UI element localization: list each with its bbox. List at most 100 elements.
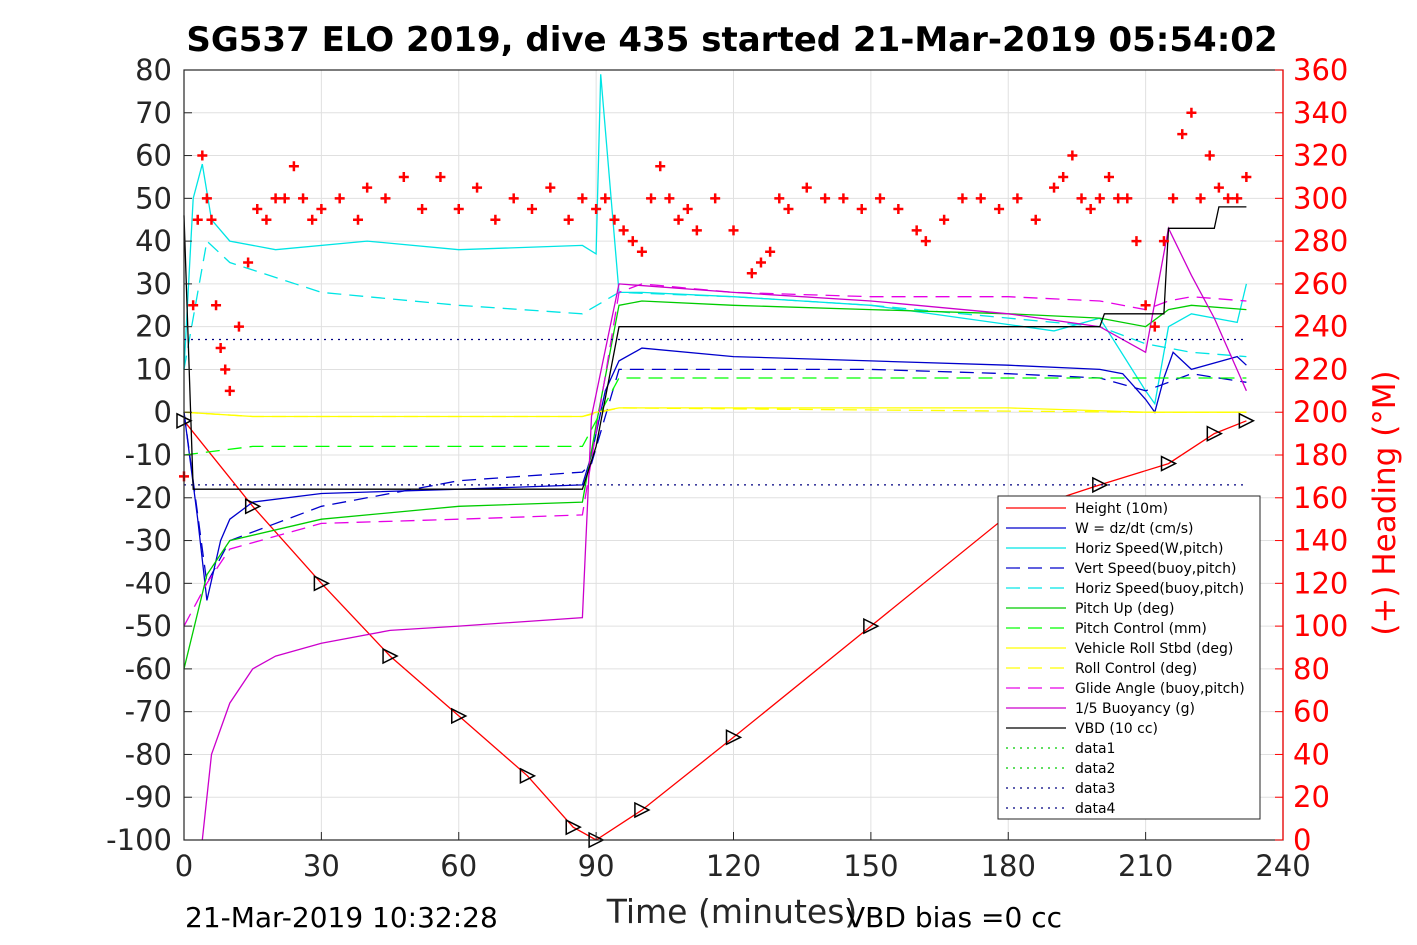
heading-point (1213, 182, 1224, 193)
heading-point (957, 193, 968, 204)
series-vert-speed-buoy-pitch (183, 368, 1247, 586)
heading-point (353, 214, 364, 225)
legend-label: W = dz/dt (cm/s) (1075, 521, 1194, 537)
series-horiz-speed-w-pitch (183, 74, 1248, 406)
heading-point (627, 236, 638, 247)
right-tick-label: 120 (1293, 566, 1348, 600)
heading-point (1241, 171, 1252, 182)
heading-point (1085, 204, 1096, 215)
heading-point (417, 204, 428, 215)
heading-point (1067, 150, 1078, 161)
heading-point (577, 193, 588, 204)
heading-point (472, 182, 483, 193)
depth-marker (1238, 412, 1256, 429)
heading-point (1186, 107, 1197, 118)
y-tick-label: -40 (125, 566, 172, 600)
heading-point (563, 214, 574, 225)
heading-point (1149, 321, 1160, 332)
depth-marker (1092, 476, 1109, 494)
heading-point (243, 257, 254, 268)
y-tick-label: 60 (135, 139, 172, 173)
depth-marker (313, 575, 331, 592)
x-tick-label: 240 (1255, 849, 1310, 883)
y-tick-label: 20 (135, 310, 172, 344)
right-tick-label: 360 (1293, 53, 1348, 87)
heading-point (1168, 193, 1179, 204)
heading-point (682, 204, 693, 215)
legend-box (997, 495, 1261, 820)
heading-point (591, 204, 602, 215)
right-tick-label: 160 (1293, 481, 1348, 515)
y-tick-label: -20 (125, 481, 172, 515)
heading-point (1177, 129, 1188, 140)
heading-point (380, 193, 391, 204)
series-pitch-up-deg (183, 300, 1247, 670)
heading-point (838, 193, 849, 204)
series-glide-angle-buoy-pitch (183, 283, 1247, 627)
footer-vbd-bias: VBD bias =0 cc (846, 901, 1062, 934)
depth-marker (1206, 425, 1223, 442)
legend-label: Vert Speed(buoy,pitch) (1075, 561, 1237, 577)
y-tick-label: 70 (135, 96, 172, 130)
heading-point (233, 321, 244, 332)
y-tick-label: 40 (135, 224, 172, 258)
heading-point (636, 246, 647, 257)
depth-marker (634, 801, 651, 819)
heading-point (1076, 193, 1087, 204)
right-tick-label: 60 (1293, 695, 1330, 729)
legend-label: Vehicle Roll Stbd (deg) (1075, 641, 1233, 657)
y-tick-label: -50 (125, 609, 172, 643)
x-tick-label: 120 (706, 849, 761, 883)
heading-point (527, 204, 538, 215)
heading-point (206, 214, 217, 225)
depth-marker (1160, 455, 1178, 472)
heading-point (600, 193, 611, 204)
heading-point (655, 161, 666, 172)
y-tick-label: -60 (125, 652, 172, 686)
legend-label: data4 (1075, 801, 1116, 817)
heading-point (1140, 300, 1151, 311)
heading-point (1049, 182, 1060, 193)
depth-marker (244, 498, 262, 515)
legend-label: Horiz Speed(W,pitch) (1075, 541, 1223, 557)
series-vbd-10-cc (183, 206, 1247, 490)
series-pitch-control-mm (183, 377, 1247, 456)
heading-point (252, 204, 263, 215)
heading-point (1232, 193, 1243, 204)
heading-point (710, 193, 721, 204)
heading-point (224, 385, 235, 396)
right-axis-label: (+) Heading (°M) (1367, 370, 1403, 635)
right-tick-label: 220 (1293, 352, 1348, 386)
depth-marker (565, 818, 582, 836)
heading-point (911, 225, 922, 236)
heading-point (298, 193, 309, 204)
right-tick-label: 260 (1293, 267, 1348, 301)
legend-label: data1 (1075, 741, 1115, 757)
heading-point (545, 182, 556, 193)
heading-point (288, 161, 299, 172)
legend-label: Pitch Control (mm) (1075, 621, 1207, 637)
heading-point (1113, 193, 1124, 204)
heading-point (334, 193, 345, 204)
y-axis-left: 80 70 60 50 40 30 20 10 0 -10 -20 -30 -40 -50 -60 -70 -8… (106, 53, 192, 857)
x-tick-label: 210 (1118, 849, 1173, 883)
y-tick-label: -10 (125, 438, 172, 472)
y-axis-right: 3603403203002802602402202001801601401201… (1275, 53, 1348, 857)
heading-point (664, 193, 675, 204)
legend-label: Roll Control (deg) (1075, 661, 1197, 677)
y-tick-label: 80 (135, 53, 172, 87)
x-tick-label: 150 (843, 849, 898, 883)
y-tick-label: 50 (135, 181, 172, 215)
depth-marker (725, 729, 743, 746)
y-tick-label: 10 (135, 352, 172, 386)
depth-marker (451, 707, 468, 725)
right-tick-label: 200 (1293, 395, 1348, 429)
y-tick-label: -70 (125, 695, 172, 729)
depth-marker (863, 617, 880, 635)
heading-point (893, 204, 904, 215)
heading-point (398, 171, 409, 182)
heading-point (215, 343, 226, 354)
heading-point (646, 193, 657, 204)
heading-point (856, 204, 867, 215)
